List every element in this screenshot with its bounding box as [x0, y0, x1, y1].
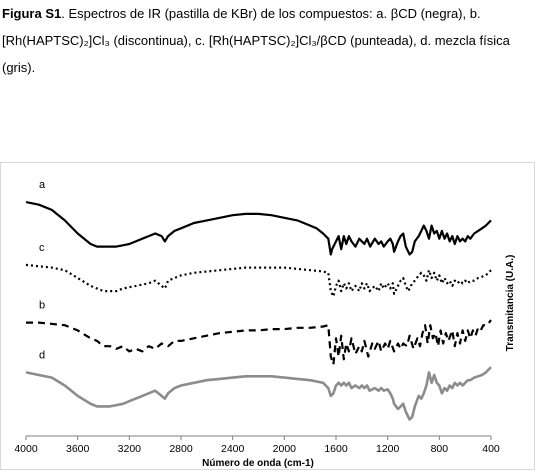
trace-label-a: a	[39, 179, 46, 191]
x-axis-title: Número de onda (cm-1)	[202, 458, 314, 469]
trace-b	[26, 319, 492, 366]
trace-label-d: d	[39, 349, 45, 361]
x-tick-label: 400	[482, 443, 500, 455]
x-tick-label: 1600	[324, 443, 348, 455]
chart-border	[0, 162, 535, 470]
x-tick-label: 2000	[273, 443, 297, 455]
trace-a	[25, 201, 492, 256]
trace-label-b: b	[39, 300, 45, 312]
trace-group	[25, 201, 492, 421]
x-tick-label: 800	[431, 443, 449, 455]
trace-label-group: a b c d	[39, 179, 46, 361]
trace-label-c: c	[39, 242, 45, 254]
figure-caption: Figura S1. Espectros de IR (pastilla de …	[2, 0, 532, 81]
x-tick-label: 4000	[14, 443, 38, 455]
x-tick-label: 2800	[169, 443, 193, 455]
caption-text: . Espectros de IR (pastilla de KBr) de l…	[2, 6, 510, 75]
x-tick-group: 4000 3600 3200 2800 2400 2000 1600 1200 800 400	[14, 436, 500, 455]
trace-c	[25, 263, 492, 298]
x-tick-label: 3600	[66, 443, 90, 455]
x-tick-label: 1200	[376, 443, 400, 455]
caption-label: Figura S1	[2, 6, 62, 21]
y-axis-title: Transmitancia (U.A.)	[505, 255, 516, 352]
trace-d	[25, 366, 492, 421]
x-tick-label: 3200	[118, 443, 142, 455]
x-tick-label: 2400	[221, 443, 245, 455]
